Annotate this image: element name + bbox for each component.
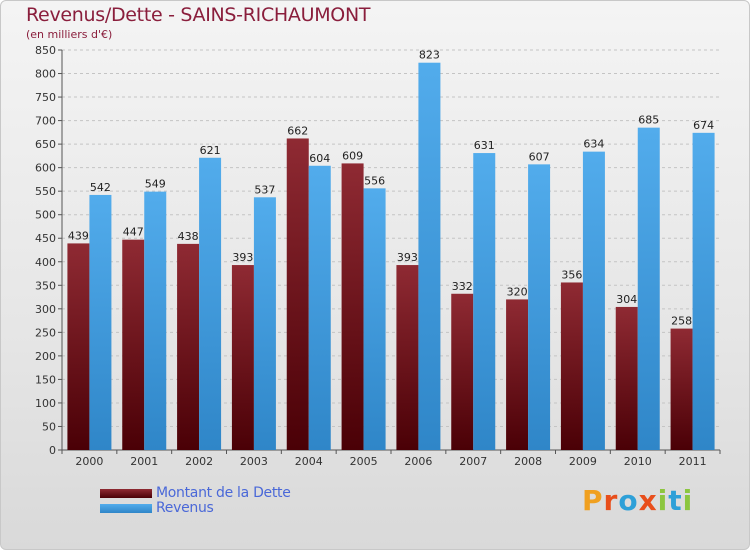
bar-revenus	[144, 191, 167, 450]
x-tick-label: 2005	[350, 455, 378, 468]
bar-dette	[506, 299, 529, 450]
x-tick-label: 2011	[679, 455, 707, 468]
bar-dette	[231, 265, 254, 450]
y-tick-label: 100	[35, 397, 56, 410]
data-label: 556	[364, 174, 385, 187]
grid-lines	[62, 49, 720, 451]
y-tick-label: 450	[35, 232, 56, 245]
y-tick-label: 250	[35, 326, 56, 339]
data-label: 631	[474, 139, 495, 152]
x-tick-label: 2000	[75, 455, 103, 468]
bar-dette	[341, 163, 364, 451]
bar-revenus	[582, 151, 605, 450]
data-label: 674	[693, 119, 714, 132]
data-label: 604	[309, 152, 330, 165]
bar-revenus	[308, 165, 331, 450]
legend-swatch-dette	[100, 489, 152, 498]
data-label: 438	[178, 230, 199, 243]
data-label: 662	[287, 124, 308, 137]
data-label: 823	[419, 49, 440, 62]
chart-title: Revenus/Dette - SAINS-RICHAUMONT	[26, 4, 371, 26]
legend-label-revenus: Revenus	[156, 500, 214, 516]
data-label: 607	[529, 150, 550, 163]
x-tick-label: 2008	[514, 455, 542, 468]
x-tick-label: 2003	[240, 455, 268, 468]
y-tick-label: 850	[35, 44, 56, 57]
y-tick-label: 500	[35, 209, 56, 222]
bar-revenus	[692, 132, 715, 450]
y-tick-label: 750	[35, 91, 56, 104]
bar-dette	[560, 282, 583, 450]
bar-revenus	[253, 197, 276, 450]
data-label: 537	[254, 183, 275, 196]
data-label: 685	[638, 114, 659, 127]
data-label: 393	[397, 251, 418, 264]
data-label: 549	[145, 178, 166, 191]
y-tick-label: 350	[35, 279, 56, 292]
legend-swatch-revenus	[100, 504, 152, 513]
data-label: 258	[671, 315, 692, 328]
axes: 0 50 100 150 200 250 300 350 400 450 500 550 600 650 7…	[35, 44, 721, 468]
y-tick-label: 50	[42, 420, 56, 433]
bar-revenus	[473, 153, 496, 450]
x-tick-label: 2001	[130, 455, 158, 468]
y-tick-label: 600	[35, 162, 56, 175]
y-tick-label: 550	[35, 185, 56, 198]
x-tick-label: 2010	[624, 455, 652, 468]
x-tick-label: 2004	[295, 455, 323, 468]
proxiti-logo: Proxiti	[582, 484, 694, 517]
data-label: 609	[342, 149, 363, 162]
y-tick-label: 400	[35, 256, 56, 269]
bar-dette	[122, 239, 145, 450]
data-label: 439	[68, 229, 89, 242]
y-tick-label: 650	[35, 138, 56, 151]
bar-revenus	[418, 62, 441, 451]
data-label: 447	[123, 226, 144, 239]
bar-dette	[451, 293, 474, 450]
bar-revenus	[363, 188, 386, 450]
x-tick-label: 2002	[185, 455, 213, 468]
data-label: 634	[583, 138, 604, 151]
legend-label-dette: Montant de la Dette	[156, 485, 291, 501]
x-tick-label: 2006	[404, 455, 432, 468]
data-label: 356	[561, 268, 582, 281]
x-tick-label: 2009	[569, 455, 597, 468]
y-tick-label: 700	[35, 115, 56, 128]
y-tick-label: 800	[35, 68, 56, 81]
bar-dette	[396, 265, 419, 450]
bar-dette	[615, 306, 638, 450]
bars	[67, 62, 715, 451]
data-label: 393	[232, 251, 253, 264]
y-tick-label: 150	[35, 373, 56, 386]
bar-dette	[670, 328, 693, 450]
data-label: 304	[616, 293, 637, 306]
x-tick-label: 2007	[459, 455, 487, 468]
bar-dette	[67, 243, 90, 450]
chart-subtitle: (en milliers d'€)	[26, 28, 113, 41]
data-label: 332	[452, 280, 473, 293]
y-tick-label: 300	[35, 303, 56, 316]
bar-revenus	[89, 194, 112, 450]
data-label: 621	[200, 144, 221, 157]
bar-revenus	[199, 157, 222, 450]
data-label: 320	[507, 285, 528, 298]
y-tick-label: 0	[49, 444, 56, 457]
bar-revenus	[637, 127, 660, 450]
bar-dette	[286, 138, 309, 450]
bar-dette	[177, 243, 200, 450]
data-label: 542	[90, 181, 111, 194]
y-tick-label: 200	[35, 350, 56, 363]
bar-revenus	[528, 164, 551, 450]
